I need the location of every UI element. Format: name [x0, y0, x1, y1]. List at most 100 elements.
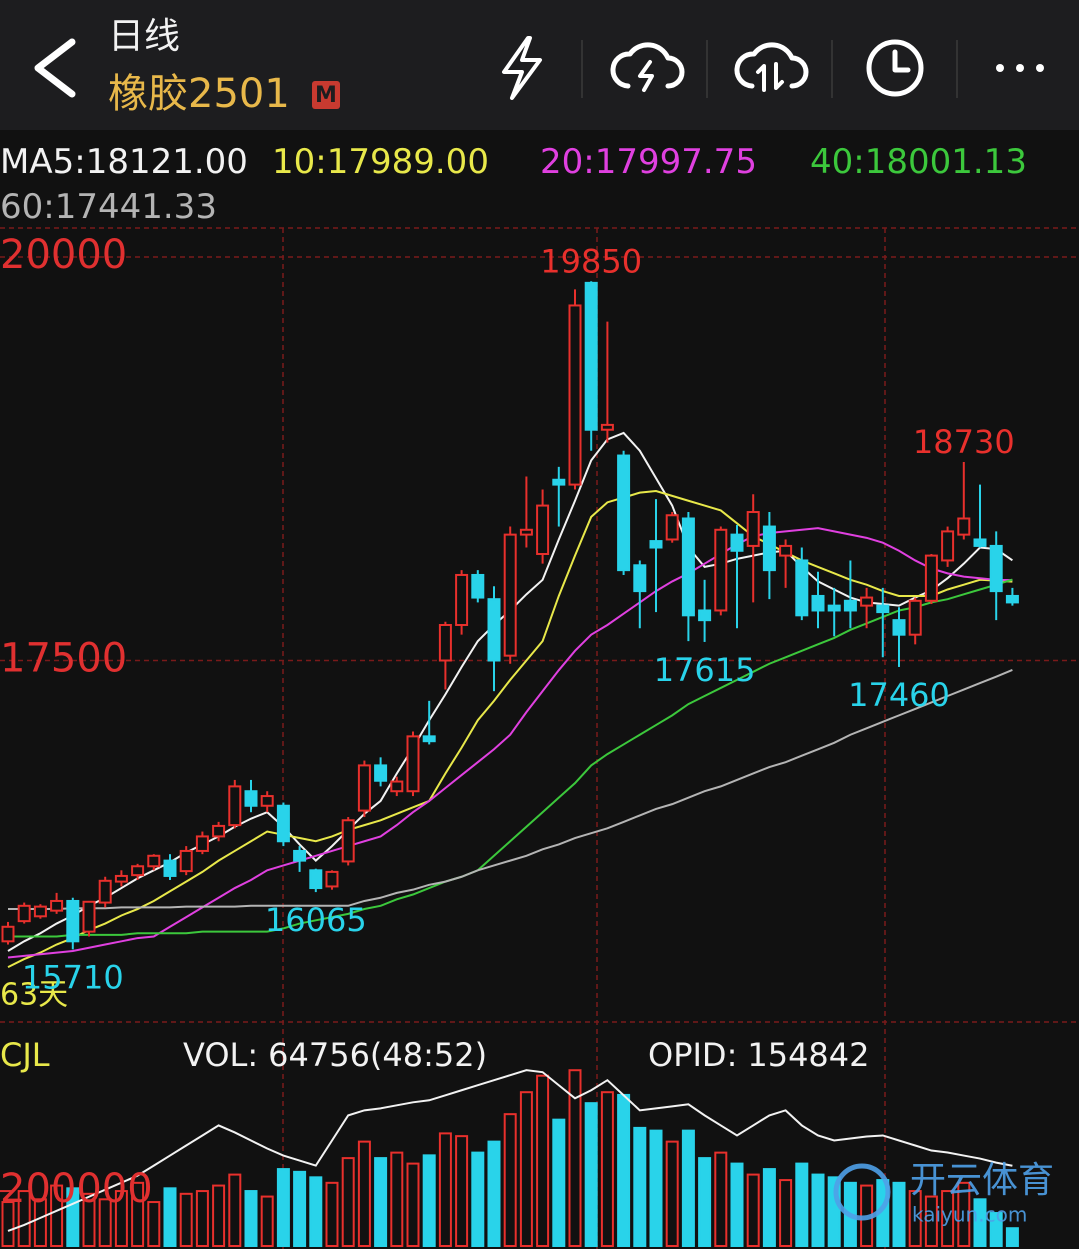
cloud-arrows — [756, 62, 784, 92]
volume-bar — [260, 1195, 274, 1248]
ma-legend-item: 20:17997.75 — [540, 142, 757, 182]
top-bar — [0, 0, 1079, 130]
back-button[interactable] — [34, 38, 76, 98]
volume-bar — [503, 1113, 517, 1248]
volume-bar — [114, 1190, 128, 1247]
symbol-title[interactable]: 橡胶2501 — [108, 71, 290, 117]
candle-body — [147, 854, 161, 868]
volume-bar — [17, 1190, 31, 1247]
vol-legend: VOL: 64756(48:52) — [183, 1036, 487, 1074]
candle-body — [665, 514, 679, 541]
volume-bar — [374, 1157, 388, 1248]
volume-bar — [438, 1132, 452, 1248]
ma-legend-item: 10:17989.00 — [272, 142, 489, 182]
candle-body — [471, 573, 485, 599]
cloud-bolt — [638, 60, 654, 92]
candle-body — [536, 504, 550, 555]
ma-value: 18121.00 — [86, 142, 248, 182]
open-interest-line — [7, 1069, 1013, 1232]
candle-body — [681, 517, 695, 617]
candle-body — [746, 511, 760, 547]
volume-bar — [179, 1192, 193, 1248]
volume-bar — [584, 1102, 598, 1247]
volume-bar — [552, 1118, 566, 1247]
candle-body — [293, 849, 307, 862]
candle-body — [957, 517, 971, 536]
candle-body — [33, 905, 47, 918]
ma-legend-item: 60:17441.33 — [0, 187, 217, 227]
volume-bar — [665, 1140, 679, 1248]
ma-line — [8, 669, 1013, 911]
candle-body — [633, 564, 647, 593]
lightning-icon[interactable] — [502, 36, 542, 100]
extreme-label: 16065 — [265, 901, 367, 939]
volume-bar — [649, 1129, 663, 1248]
candle-body — [584, 281, 598, 431]
period-label: 63天 — [0, 978, 68, 1013]
volume-bar — [50, 1184, 64, 1248]
candle-body — [827, 604, 841, 612]
volume-bar — [309, 1176, 323, 1248]
volume-bar — [325, 1181, 339, 1247]
candle-body — [649, 540, 663, 549]
volume-bar — [957, 1181, 971, 1247]
candle-body — [795, 559, 809, 617]
vol-value: 64756(48:52) — [268, 1036, 487, 1074]
vol-name: VOL: — [183, 1036, 258, 1074]
ma-name: 60: — [0, 187, 55, 227]
ma-line — [7, 490, 1013, 969]
volume-bar — [600, 1091, 614, 1247]
candle-body — [406, 735, 420, 793]
volume-title: CJL — [0, 1036, 50, 1074]
candle-body — [941, 530, 955, 562]
volume-bar — [390, 1151, 404, 1247]
candle-body — [924, 554, 938, 602]
candle-body — [98, 879, 112, 904]
candle-body — [82, 900, 96, 933]
watermark-logo — [833, 1163, 891, 1221]
volume-bar — [908, 1190, 922, 1247]
volume-bar — [212, 1184, 226, 1248]
dot — [1016, 64, 1024, 72]
candle-body — [341, 819, 355, 863]
oi-value: 154842 — [747, 1036, 869, 1074]
volume-bar — [131, 1181, 145, 1247]
candle-body — [1005, 594, 1019, 604]
more-icon[interactable] — [996, 64, 1044, 72]
ma-line — [7, 527, 1013, 959]
volume-bar — [989, 1212, 1003, 1248]
candle-body — [374, 764, 388, 782]
candle-body — [163, 859, 177, 877]
volume-bar — [195, 1190, 209, 1247]
candle-body — [1, 925, 15, 943]
candle-body — [212, 824, 226, 838]
cloud-arrows-icon[interactable] — [734, 42, 809, 89]
ma-name: 40: — [810, 142, 865, 182]
ma-legend: MA5:18121.00 10:17989.00 20:17997.75 40:… — [0, 142, 1027, 227]
volume-bar — [455, 1135, 469, 1247]
candle-body — [843, 599, 857, 612]
volume-bar — [406, 1162, 420, 1247]
candle-body — [357, 764, 371, 812]
period-title: 日线 — [108, 16, 180, 57]
candle-body — [17, 904, 31, 923]
clock-icon[interactable] — [866, 39, 924, 97]
volume-bar — [276, 1168, 290, 1248]
candle-body — [114, 874, 128, 883]
candle-body — [908, 599, 922, 636]
candle-body — [600, 423, 614, 431]
candle-body — [195, 835, 209, 852]
volume-bar — [163, 1187, 177, 1247]
candle-body — [309, 869, 323, 890]
candle-body — [244, 790, 258, 807]
volume-bar — [293, 1170, 307, 1247]
extreme-label: 15710 — [22, 958, 124, 996]
extreme-label: 17460 — [848, 676, 950, 714]
cloud-sync-icon[interactable] — [610, 42, 685, 89]
candle-body — [989, 544, 1003, 593]
candle-body — [228, 785, 242, 827]
extreme-label: 17615 — [654, 651, 756, 689]
candle-body — [50, 899, 64, 912]
extreme-label: 19850 — [540, 242, 642, 280]
